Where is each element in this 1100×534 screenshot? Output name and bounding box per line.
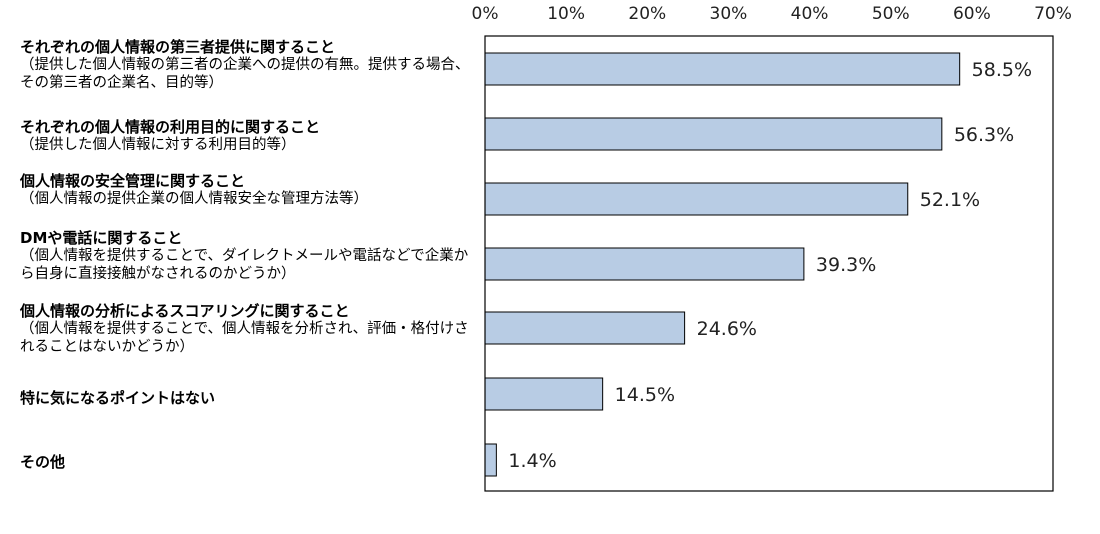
category-label: DMや電話に関すること （個人情報を提供することで、ダイレクトメールや電話などで企…	[20, 229, 480, 283]
category-title: それぞれの個人情報の利用目的に関すること	[20, 118, 321, 136]
category-label: その他	[20, 453, 480, 471]
category-subtitle: （個人情報の提供企業の個人情報安全な管理方法等）	[20, 191, 368, 207]
x-tick-label: 50%	[872, 4, 910, 24]
data-label: 56.3%	[954, 124, 1014, 146]
x-tick-label: 40%	[791, 4, 829, 24]
category-title: その他	[20, 453, 66, 471]
data-label: 39.3%	[816, 254, 876, 276]
category-title: それぞれの個人情報の第三者提供に関すること	[20, 38, 336, 56]
bar	[484, 52, 961, 86]
data-label: 24.6%	[697, 318, 757, 340]
bar	[484, 377, 604, 411]
category-title: DMや電話に関すること	[20, 229, 183, 247]
category-label: 個人情報の分析によるスコアリングに関すること （個人情報を提供することで、個人情報…	[20, 302, 480, 356]
category-title: 個人情報の安全管理に関すること	[20, 172, 246, 190]
bar	[484, 117, 943, 151]
x-axis-ticks: 0% 10% 20% 30% 40% 50% 60% 70%	[472, 4, 1072, 24]
category-title: 特に気になるポイントはない	[20, 389, 216, 407]
bar	[484, 443, 497, 477]
bars	[484, 52, 961, 477]
category-label: 特に気になるポイントはない	[20, 389, 480, 407]
category-subtitle: （個人情報を提供することで、個人情報を分析され、評価・格付けされることはないかど…	[20, 321, 469, 355]
x-tick-label: 60%	[953, 4, 991, 24]
x-tick-label: 0%	[472, 4, 499, 24]
bar	[484, 247, 805, 281]
x-tick-label: 30%	[710, 4, 748, 24]
bar	[484, 182, 909, 216]
category-label: 個人情報の安全管理に関すること （個人情報の提供企業の個人情報安全な管理方法等）	[20, 172, 480, 208]
data-label: 58.5%	[972, 59, 1032, 81]
bar	[484, 311, 686, 345]
category-label: それぞれの個人情報の第三者提供に関すること （提供した個人情報の第三者の企業への提…	[20, 38, 480, 92]
data-label: 52.1%	[920, 189, 980, 211]
x-tick-label: 70%	[1034, 4, 1072, 24]
data-label: 14.5%	[615, 384, 675, 406]
data-labels: 58.5% 56.3% 52.1% 39.3% 24.6% 14.5% 1.4%	[508, 59, 1032, 472]
x-tick-label: 10%	[547, 4, 585, 24]
category-subtitle: （提供した個人情報の第三者の企業への提供の有無。提供する場合、その第三者の企業名…	[20, 57, 470, 91]
category-subtitle: （提供した個人情報に対する利用目的等）	[20, 137, 296, 153]
data-label: 1.4%	[508, 450, 556, 472]
plot-frame	[484, 35, 1054, 492]
x-tick-label: 20%	[628, 4, 666, 24]
category-title: 個人情報の分析によるスコアリングに関すること	[20, 302, 350, 320]
category-subtitle: （個人情報を提供することで、ダイレクトメールや電話などで企業から自身に直接接触が…	[20, 248, 469, 282]
category-label: それぞれの個人情報の利用目的に関すること （提供した個人情報に対する利用目的等）	[20, 118, 480, 154]
